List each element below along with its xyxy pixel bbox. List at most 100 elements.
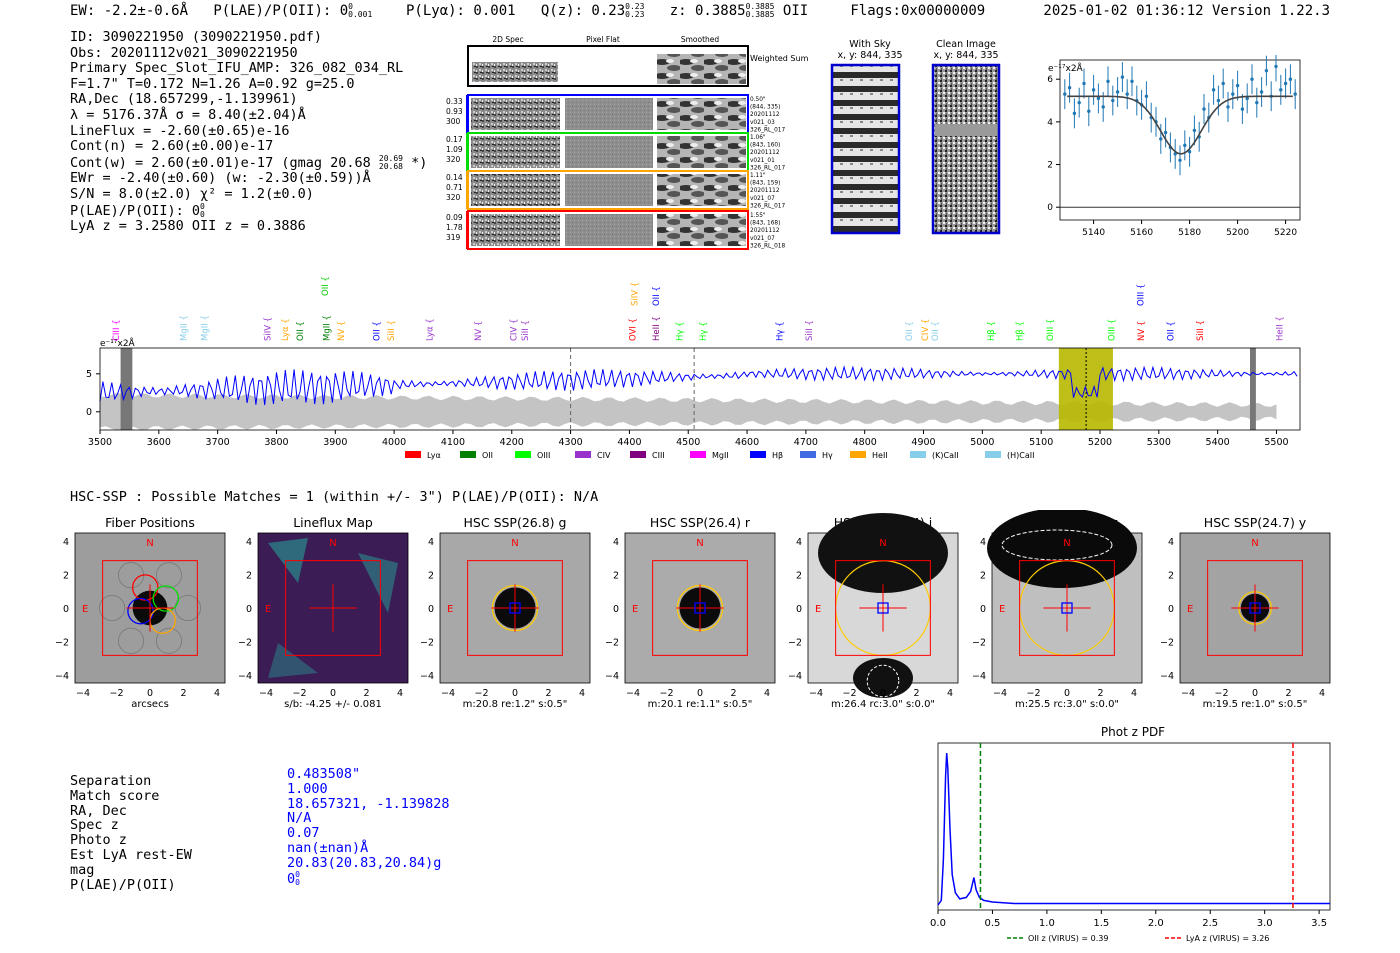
search-box [467,560,563,656]
spectral-line-label: NV { [474,321,484,341]
thumb-caption: m:25.5 rc:3.0" s:0.0" [1015,699,1119,710]
thumb-caption: m:26.4 rc:3.0" s:0.0" [831,699,935,710]
primary-spec: Primary Spec_Slot_IFU_AMP: 326_082_034_R… [70,60,404,77]
zoom-data-point [1101,105,1105,109]
thumb-title: Lineflux Map [293,515,373,530]
zoom-data-point [1187,150,1192,154]
spectral-line-label: Hβ { [1015,321,1025,341]
legend-label: Hγ [822,451,833,460]
thumb-caption: s/b: -4.25 +/- 0.081 [284,699,382,710]
clean-image-xy: x, y: 844, 335 [933,50,998,61]
thumb-y-tick-label: 4 [1168,537,1174,548]
legend-swatch [515,451,531,458]
legend-oii-label: OII z (VIRUS) = 0.39 [1028,934,1108,943]
thumb-x-tick-label: 0 [697,688,703,699]
thumb-y-tick-label: 0 [428,604,434,615]
spectral-line-label: SiII { [1196,320,1206,341]
match-values: 0.483508" 1.000 18.657321, -1.139828 N/A… [287,767,450,887]
spectral-line-label: OII { [372,321,382,341]
thumb-x-tick-label: 2 [913,688,919,699]
thumb-y-tick-label: 0 [246,604,252,615]
east-label: E [1187,604,1193,615]
zoom-data-point [1259,90,1264,94]
east-label: E [999,604,1005,615]
ew-value: EW: -2.2±-0.6Å [70,3,189,19]
thumb-x-tick-label: −2 [474,688,488,699]
cutout-2d-spec [471,98,560,130]
full-x-tick-label: 4000 [382,437,406,448]
val-ra-dec: 18.657321, -1.139828 [287,795,450,812]
zoom-data-point [1087,109,1091,113]
cutout-row-meta: 326_RL_017 [750,165,785,171]
thumb-x-tick-label: 4 [397,688,403,699]
thumb-y-tick-label: 0 [1168,604,1174,615]
thumb-x-tick-label: 4 [1131,688,1137,699]
legend-label: Hβ [772,451,783,460]
thumb-x-tick-label: 2 [545,688,551,699]
zoom-data-point [1192,128,1197,133]
cutout-row-stat: 320 [446,193,461,202]
spectral-line-label: HeII { [652,316,662,341]
full-axes-frame [99,347,1301,431]
z-value: z: 0.38850.3885 0.3885 OII [669,2,809,20]
legend-swatch [460,451,476,458]
full-x-tick-label: 3500 [88,437,112,448]
key-plae: P(LAE)/P(OII) [70,876,176,893]
thumb-y-tick-label: 0 [796,604,802,615]
full-spectrum-line [99,365,1298,406]
spectral-line-label: SiIV { [264,317,274,341]
cutout-row-stat: 319 [446,233,461,242]
cutout-row-meta: (843, 159) [750,181,780,187]
zoom-data-point [1082,81,1086,86]
thumb-y-tick-label: −2 [605,638,619,649]
fiber-circle [99,594,126,622]
zoom-data-point [1255,100,1259,105]
thumb-y-tick-label: 4 [246,537,252,548]
zoom-data-point [1293,92,1297,96]
hsc-match-title: HSC-SSP : Possible Matches = 1 (within +… [70,489,599,505]
lambda-sigma: λ = 5176.37Å σ = 8.40(±2.04)Å [70,106,306,123]
thumb-y-tick-label: 4 [428,537,434,548]
spectral-line-label: CIV { [509,319,519,341]
thumb-y-tick-label: 0 [63,604,69,615]
cutout-pixel-flat [565,174,653,206]
cutout-pixel-flat [565,214,653,246]
cutout-row-stat: 0.14 [446,173,463,182]
clean-image-title: Clean Image [936,39,996,50]
qz-value: Q(z): 0.230.23 0.23 [540,2,645,20]
with-sky-image [830,63,901,235]
thumb-x-tick-label: 4 [947,688,953,699]
fiber-circle [174,594,201,622]
thumb-x-tick-label: 0 [147,688,153,699]
match-marker [509,602,521,614]
weighted-sum-row: Weighted Sum [467,45,809,87]
north-label: N [1063,538,1070,549]
spectral-line-label: OIII { [1108,319,1118,341]
zoom-data-point [1115,90,1120,94]
match-keys: Separation Match score RA, Dec Spec z Ph… [70,774,192,892]
spectral-line-label: CIV { [921,319,931,341]
flags-value: Flags:0x00000009 [850,3,986,19]
thumb-x-tick-label: 4 [1319,688,1325,699]
zoom-data-point [1211,88,1216,92]
spectral-line-label: SiIV { [631,282,641,306]
sky-images: With Sky x, y: 844, 335 Clean Image x, y… [830,39,1001,235]
fiber-circle [155,627,182,654]
legend-swatch [690,451,706,458]
thumb-x-tick-label: −4 [993,688,1007,699]
search-box [1019,560,1115,656]
zoom-spectrum-plot: e⁻¹⁷x2Å 5140 5160 5180 5200 5220 0 2 4 6 [1047,55,1301,235]
thumb-x-tick-label: 0 [330,688,336,699]
photz-x-tick-label: 1.5 [1093,918,1109,929]
thumb-x-tick-label: 2 [180,688,186,699]
cutout-pixel-flat [565,98,653,130]
thumb-y-tick-label: −2 [1160,638,1174,649]
timestamp-version: 2025-01-02 01:36:12 Version 1.22.3 [1043,3,1330,19]
legend-label: OII [482,451,493,460]
plya-value: P(Lyα): 0.001 [405,3,516,19]
col-title-pixel-flat: Pixel Flat [586,35,620,44]
thumb-y-tick-label: −4 [238,671,252,682]
thumb-y-tick-label: 2 [796,571,802,582]
val-mag: 20.83(20.83,20.84)g [287,854,442,871]
cutout-row-meta: 20201112 [750,150,780,156]
